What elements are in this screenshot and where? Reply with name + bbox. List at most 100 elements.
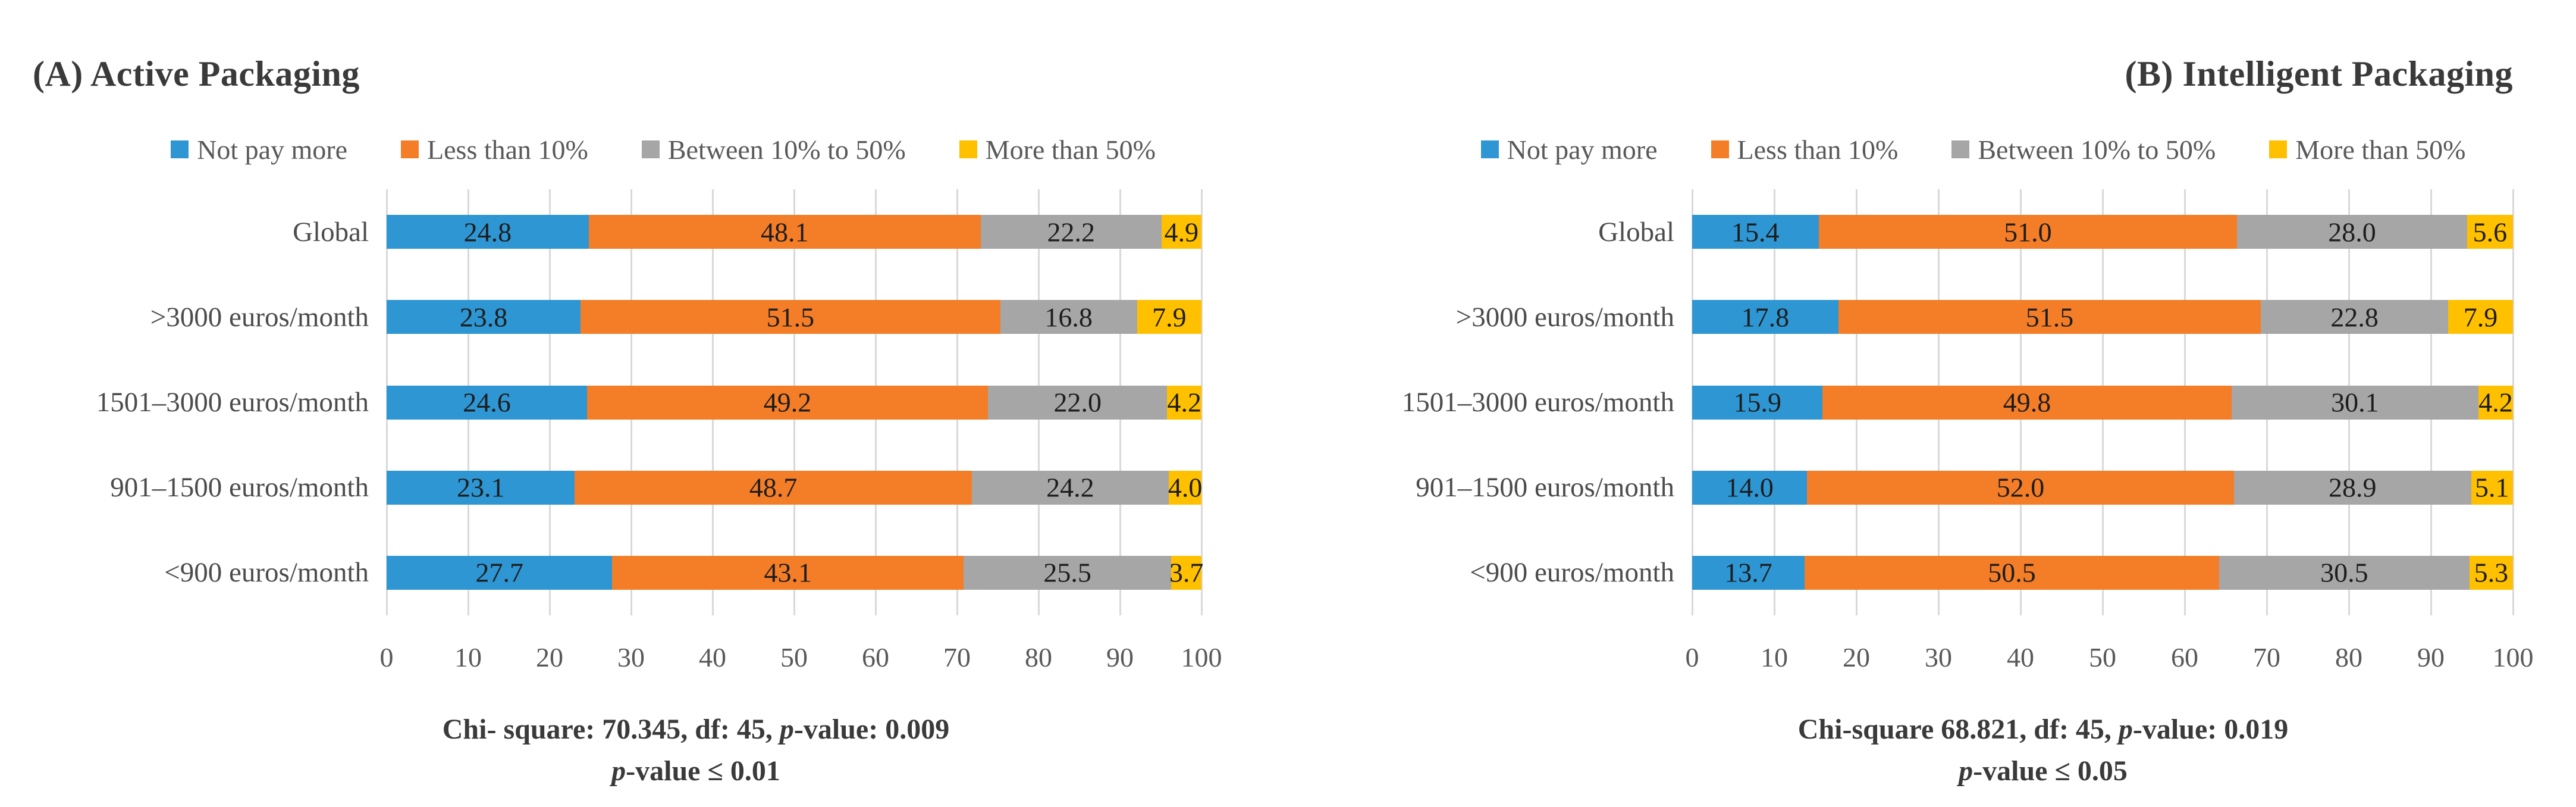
legend-label: Less than 10%	[1737, 134, 1899, 165]
legend-item: Not pay more	[171, 134, 347, 165]
stacked-bar: 14.0 52.0 28.9 5.1	[1692, 470, 2513, 505]
legend-swatch-icon	[641, 140, 660, 158]
legend-label: Less than 10%	[427, 134, 588, 165]
legend-item: Not pay more	[1480, 134, 1658, 165]
bar-segment: 13.7	[1692, 555, 1805, 590]
stacked-bar: 15.4 51.0 28.0 5.6	[1692, 215, 2513, 249]
bar-value-label: 23.1	[456, 472, 505, 503]
legend-swatch-icon	[1480, 140, 1499, 158]
x-tick-label: 10	[1761, 642, 1788, 672]
plot-area: Global 24.8 48.1 22.2 4.9 >3000 euros/month 23…	[24, 189, 1204, 615]
bar-segment: 30.1	[2231, 385, 2479, 420]
bar-segment: 23.8	[387, 300, 581, 334]
bar-row: Global 24.8 48.1 22.2 4.9	[24, 189, 1201, 274]
plot-area: Global 15.4 51.0 28.0 5.6 >3000 euros/month 17…	[1386, 189, 2514, 615]
category-label: <900 euros/month	[1470, 557, 1674, 589]
bar-segment: 24.6	[387, 385, 588, 420]
bar-value-label: 14.0	[1725, 472, 1774, 503]
bar-value-label: 4.9	[1164, 217, 1199, 248]
bar-value-label: 13.7	[1724, 557, 1772, 588]
legend-item: More than 50%	[959, 134, 1156, 165]
bar-row: 901–1500 euros/month 23.1 48.7 24.2 4.0	[24, 445, 1202, 530]
stacked-bar: 15.9 49.8 30.1 4.2	[1692, 385, 2513, 420]
legend: Not pay more Less than 10% Between 10% to …	[24, 134, 1201, 165]
bar-band: 15.9 49.8 30.1 4.2	[1692, 359, 2513, 445]
x-tick-label: 90	[2417, 642, 2445, 672]
x-tick-label: 40	[2007, 642, 2034, 672]
bar-segment: 52.0	[1807, 470, 2234, 505]
bar-value-label: 4.2	[2478, 387, 2513, 418]
bar-segment: 49.2	[587, 385, 989, 420]
bar-band: 24.6 49.2 22.0 4.2	[387, 359, 1201, 445]
bar-segment: 3.7	[1169, 555, 1204, 590]
bar-segment: 4.2	[2478, 385, 2513, 420]
bar-segment: 28.9	[2233, 470, 2471, 505]
gridline	[2512, 189, 2514, 615]
bar-value-label: 5.1	[2475, 472, 2509, 503]
stacked-bar: 24.6 49.2 22.0 4.2	[387, 385, 1201, 420]
bar-segment: 49.8	[1822, 385, 2232, 420]
bar-segment: 48.7	[575, 470, 972, 505]
x-tick-label: 0	[379, 642, 394, 672]
bar-value-label: 3.7	[1169, 557, 1204, 588]
x-tick-label: 20	[1843, 642, 1870, 672]
bar-segment: 51.5	[581, 300, 1000, 334]
bar-segment: 5.1	[2471, 470, 2513, 505]
legend-label: Between 10% to 50%	[1978, 134, 2216, 165]
x-tick-label: 0	[1685, 642, 1699, 672]
legend-swatch-icon	[959, 140, 977, 158]
bar-segment: 7.9	[1137, 300, 1201, 334]
bar-value-label: 22.0	[1053, 387, 1102, 418]
legend-swatch-icon	[171, 140, 189, 158]
rows: Global 15.4 51.0 28.0 5.6 >3000 euros/month 17…	[1386, 189, 2513, 615]
category-label: <900 euros/month	[164, 557, 369, 589]
x-tick-label: 60	[862, 642, 889, 672]
bar-value-label: 50.5	[1988, 557, 2036, 588]
bar-band: 24.8 48.1 22.2 4.9	[387, 189, 1201, 274]
category-label: 1501–3000 euros/month	[1401, 387, 1674, 418]
stacked-bar: 23.8 51.5 16.8 7.9	[387, 300, 1201, 334]
bar-value-label: 43.1	[764, 557, 812, 588]
chart-title: (B) Intelligent Packaging	[2125, 54, 2513, 93]
bar-segment: 43.1	[612, 555, 964, 590]
bar-value-label: 15.4	[1731, 217, 1780, 248]
bar-band: 17.8 51.5 22.8 7.9	[1692, 274, 2513, 359]
bar-value-label: 25.5	[1043, 557, 1091, 588]
bar-value-label: 7.9	[1152, 302, 1187, 333]
category-label: >3000 euros/month	[1455, 301, 1674, 333]
stacked-bar: 13.7 50.5 30.5 5.3	[1692, 555, 2513, 590]
bar-segment: 7.9	[2448, 300, 2513, 334]
x-tick-label: 30	[617, 642, 645, 672]
bar-row: 901–1500 euros/month 14.0 52.0 28.9 5.1	[1386, 445, 2513, 530]
category-label: Global	[1598, 216, 1674, 248]
bar-segment: 22.2	[980, 215, 1162, 249]
bar-row: >3000 euros/month 23.8 51.5 16.8 7.9	[24, 274, 1201, 359]
bar-segment: 27.7	[387, 555, 613, 590]
category-label: 901–1500 euros/month	[110, 472, 369, 503]
legend-label: Not pay more	[197, 134, 348, 165]
bar-value-label: 48.7	[749, 472, 798, 503]
chart-title: (A) Active Packaging	[33, 54, 360, 93]
gridline	[1200, 189, 1203, 615]
x-tick-label: 80	[2335, 642, 2362, 672]
bar-value-label: 49.2	[763, 387, 812, 418]
bar-segment: 15.4	[1692, 215, 1819, 249]
bar-value-label: 51.5	[766, 302, 815, 333]
panel-intelligent-packaging: (B) Intelligent Packaging Not pay more Le…	[1386, 0, 2534, 792]
bar-segment: 51.5	[1838, 300, 2261, 334]
bar-band: 15.4 51.0 28.0 5.6	[1692, 189, 2513, 274]
bar-segment: 48.1	[588, 215, 981, 249]
x-tick-label: 20	[536, 642, 563, 672]
bar-segment: 22.0	[988, 385, 1168, 420]
legend-label: Not pay more	[1507, 134, 1658, 165]
bar-segment: 4.2	[1167, 385, 1201, 420]
bar-row: 1501–3000 euros/month 24.6 49.2 22.0 4.2	[24, 359, 1201, 445]
stacked-bar: 24.8 48.1 22.2 4.9	[387, 215, 1201, 249]
bar-segment: 30.5	[2219, 555, 2470, 590]
bar-band: 23.8 51.5 16.8 7.9	[387, 274, 1201, 359]
legend-item: Less than 10%	[1711, 134, 1899, 165]
stacked-bar: 27.7 43.1 25.5 3.7	[387, 555, 1204, 590]
bar-segment: 4.9	[1161, 215, 1201, 249]
x-tick-label: 100	[1181, 642, 1222, 672]
chi-square-note: Chi-square 68.821, df: 45, p-value: 0.01…	[1797, 714, 2289, 745]
